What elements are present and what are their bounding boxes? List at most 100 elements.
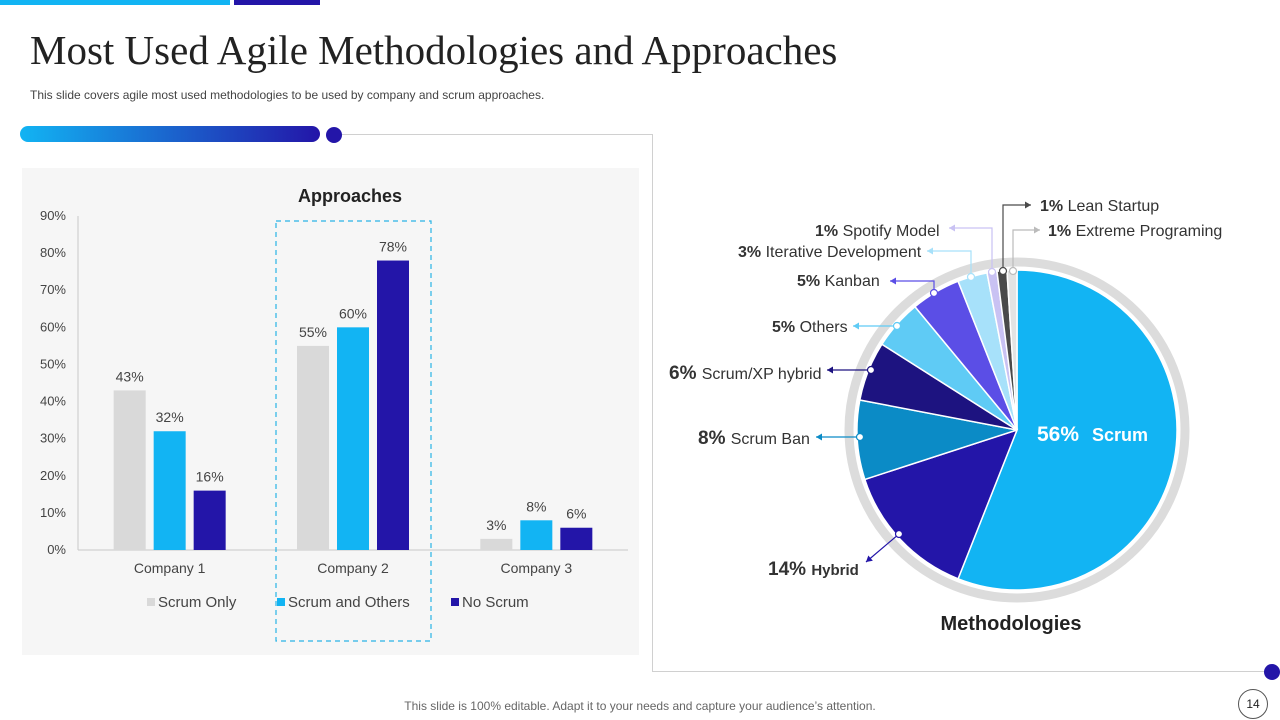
bar-value-label: 3% — [486, 517, 506, 533]
callout-pct: 1% — [1040, 198, 1068, 215]
callout-line — [1012, 229, 1040, 271]
callout-pct: 6% — [669, 363, 702, 384]
callout-dot — [1008, 266, 1018, 276]
pie-callout-label: 3% Iterative Development — [738, 244, 922, 261]
bar-value-label: 32% — [156, 409, 184, 425]
callout-arrowhead — [866, 555, 873, 562]
pie-label-pct: 56% — [1037, 423, 1079, 446]
bar-scrum-and-others — [337, 327, 369, 550]
bar-value-label: 43% — [116, 368, 144, 384]
callout-pct: 3% — [738, 244, 766, 261]
y-tick-label: 10% — [40, 505, 66, 520]
pie-callout-label: 1% Lean Startup — [1040, 198, 1159, 215]
callout-dot — [966, 272, 976, 282]
gradient-divider — [20, 126, 320, 142]
callout-dot — [987, 267, 997, 277]
callout-name: Kanban — [825, 273, 880, 290]
legend-swatch — [451, 598, 459, 606]
callout-line — [1002, 204, 1031, 271]
legend-label: Scrum and Others — [288, 594, 410, 611]
pie-slice-scrum — [957, 269, 1178, 591]
callout-arrowhead — [827, 366, 833, 374]
slide-title: Most Used Agile Methodologies and Approa… — [30, 27, 838, 73]
bar-scrum-only — [297, 345, 329, 550]
legend-label: No Scrum — [462, 594, 529, 611]
callout-name: Lean Startup — [1068, 198, 1160, 215]
callout-name: Hybrid — [811, 562, 859, 579]
y-tick-label: 60% — [40, 319, 66, 334]
y-tick-label: 80% — [40, 245, 66, 260]
pie-chart-title: Methodologies — [940, 613, 1081, 635]
connector-line-vertical — [652, 134, 653, 672]
callout-pct: 5% — [797, 273, 825, 290]
bar-no-scrum — [560, 527, 593, 550]
page-number: 14 — [1238, 689, 1268, 719]
pie-callout-label: 14% Hybrid — [768, 559, 859, 580]
callout-arrowhead — [927, 247, 933, 255]
callout-name: Spotify Model — [843, 223, 940, 240]
y-tick-label: 30% — [40, 431, 66, 446]
callout-pct: 14% — [768, 559, 811, 580]
x-tick-label: Company 2 — [317, 560, 389, 576]
bar-value-label: 8% — [526, 498, 546, 514]
callout-name: Others — [800, 319, 848, 336]
callout-dot — [866, 365, 876, 375]
callout-name: Iterative Development — [766, 244, 922, 261]
callout-line — [927, 250, 972, 277]
callout-arrowhead — [949, 224, 955, 232]
y-tick-label: 0% — [47, 542, 66, 557]
callout-pct: 8% — [698, 428, 731, 449]
legend-label: Scrum Only — [158, 594, 237, 611]
slide-subtitle: This slide covers agile most used method… — [30, 88, 545, 102]
y-tick-label: 40% — [40, 394, 66, 409]
bar-scrum-only — [113, 390, 146, 550]
bar-scrum-only — [480, 538, 513, 550]
callout-name: Extreme Programing — [1076, 223, 1223, 240]
pie-callout-label: 5% Kanban — [797, 273, 880, 290]
callout-arrowhead — [816, 433, 822, 441]
callout-dot — [892, 321, 902, 331]
y-tick-label: 50% — [40, 356, 66, 371]
divider-dot — [326, 127, 342, 143]
bar-no-scrum — [377, 260, 409, 550]
callout-line — [949, 227, 993, 272]
callout-dot — [894, 529, 904, 539]
callout-pct: 5% — [772, 319, 800, 336]
callout-pct: 1% — [815, 223, 843, 240]
callout-arrowhead — [853, 322, 859, 330]
bar-scrum-and-others — [153, 431, 186, 550]
callout-arrowhead — [1025, 201, 1031, 209]
bar-value-label: 55% — [299, 324, 327, 340]
top-accent-bar-dark — [234, 0, 320, 5]
bar-scrum-and-others — [520, 520, 553, 550]
bar-value-label: 6% — [566, 506, 586, 522]
bar-value-label: 60% — [339, 305, 367, 321]
callout-name: Scrum/XP hybrid — [702, 366, 822, 383]
bar-value-label: 78% — [379, 239, 407, 255]
connector-line-bottom — [652, 671, 1266, 672]
pie-callout-label: 1% Extreme Programing — [1048, 223, 1222, 240]
callout-name: Scrum Ban — [731, 431, 810, 448]
pie-callout-label: 1% Spotify Model — [815, 223, 940, 240]
x-tick-label: Company 3 — [501, 560, 573, 576]
pie-callout-label: 6% Scrum/XP hybrid — [669, 363, 822, 384]
callout-arrowhead — [890, 277, 896, 285]
bar-chart-title: Approaches — [298, 186, 402, 206]
pie-callout-label: 8% Scrum Ban — [698, 428, 810, 449]
connector-end-dot — [1264, 664, 1280, 680]
legend-swatch — [277, 598, 285, 606]
callout-dot — [998, 266, 1008, 276]
highlight-box — [275, 220, 432, 642]
pie-callout-label: 5% Others — [772, 319, 848, 336]
bar-value-label: 16% — [196, 469, 224, 485]
pie-label-name: Scrum — [1092, 425, 1148, 445]
y-tick-label: 70% — [40, 282, 66, 297]
callout-dot — [929, 288, 939, 298]
y-tick-label: 90% — [40, 208, 66, 223]
callout-arrowhead — [1034, 226, 1040, 234]
bar-no-scrum — [193, 490, 226, 550]
y-tick-label: 20% — [40, 468, 66, 483]
x-tick-label: Company 1 — [134, 560, 206, 576]
